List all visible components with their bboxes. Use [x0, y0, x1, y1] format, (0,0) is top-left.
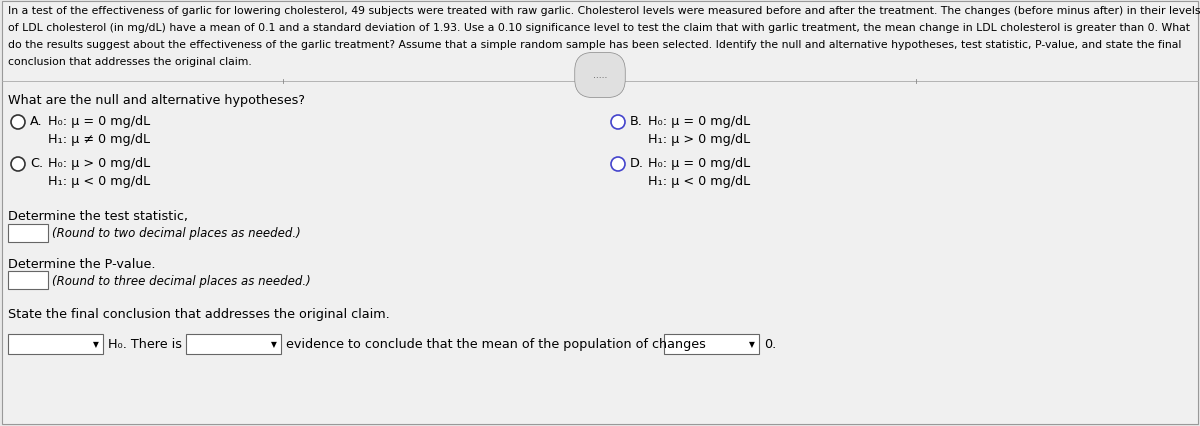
Circle shape	[11, 116, 25, 130]
Text: H₀: μ = 0 mg/dL: H₀: μ = 0 mg/dL	[648, 157, 750, 170]
Text: evidence to conclude that the mean of the population of changes: evidence to conclude that the mean of th…	[286, 338, 706, 351]
Circle shape	[611, 116, 625, 130]
Text: H₀. There is: H₀. There is	[108, 338, 182, 351]
Text: do the results suggest about the effectiveness of the garlic treatment? Assume t: do the results suggest about the effecti…	[8, 40, 1181, 50]
Text: H₁: μ ≠ 0 mg/dL: H₁: μ ≠ 0 mg/dL	[48, 132, 150, 146]
Text: of LDL cholesterol (in mg/dL) have a mean of 0.1 and a standard deviation of 1.9: of LDL cholesterol (in mg/dL) have a mea…	[8, 23, 1190, 33]
Text: 0.: 0.	[764, 338, 776, 351]
Bar	[186, 334, 281, 354]
Bar	[8, 334, 103, 354]
Text: H₀: μ = 0 mg/dL: H₀: μ = 0 mg/dL	[648, 115, 750, 128]
Text: ▼: ▼	[94, 340, 98, 349]
Bar	[8, 225, 48, 242]
Bar	[664, 334, 760, 354]
Text: Determine the test statistic,: Determine the test statistic,	[8, 210, 188, 222]
Text: H₁: μ < 0 mg/dL: H₁: μ < 0 mg/dL	[48, 175, 150, 187]
Text: H₁: μ > 0 mg/dL: H₁: μ > 0 mg/dL	[648, 132, 750, 146]
Text: D.: D.	[630, 157, 644, 170]
Circle shape	[11, 158, 25, 172]
Circle shape	[611, 158, 625, 172]
Bar	[8, 271, 48, 289]
Text: B.: B.	[630, 115, 643, 128]
Text: What are the null and alternative hypotheses?: What are the null and alternative hypoth…	[8, 94, 305, 107]
Text: H₁: μ < 0 mg/dL: H₁: μ < 0 mg/dL	[648, 175, 750, 187]
Text: In a test of the effectiveness of garlic for lowering cholesterol, 49 subjects w: In a test of the effectiveness of garlic…	[8, 6, 1200, 16]
Text: .....: .....	[593, 71, 607, 81]
Text: C.: C.	[30, 157, 43, 170]
Text: (Round to two decimal places as needed.): (Round to two decimal places as needed.)	[52, 227, 301, 239]
Text: ▼: ▼	[749, 340, 755, 349]
Text: State the final conclusion that addresses the original claim.: State the final conclusion that addresse…	[8, 307, 390, 320]
Text: H₀: μ = 0 mg/dL: H₀: μ = 0 mg/dL	[48, 115, 150, 128]
Text: conclusion that addresses the original claim.: conclusion that addresses the original c…	[8, 57, 252, 67]
Text: H₀: μ > 0 mg/dL: H₀: μ > 0 mg/dL	[48, 157, 150, 170]
Text: A.: A.	[30, 115, 43, 128]
Text: Determine the P-value.: Determine the P-value.	[8, 257, 156, 271]
Text: ▼: ▼	[271, 340, 277, 349]
Text: (Round to three decimal places as needed.): (Round to three decimal places as needed…	[52, 274, 311, 287]
